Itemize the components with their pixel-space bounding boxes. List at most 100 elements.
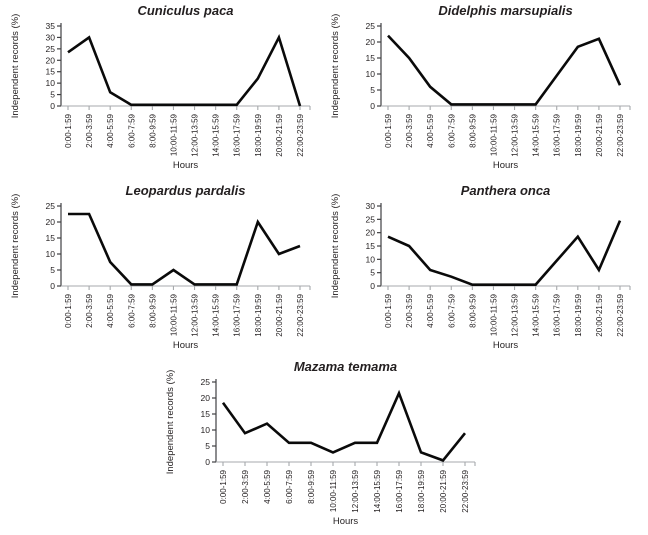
x-tick-label: 18:00-19:59 <box>254 293 263 336</box>
y-axis-title: Independent records (%) <box>10 14 21 119</box>
x-tick-label: 14:00-15:59 <box>212 113 221 156</box>
x-tick-label: 22:00-23:59 <box>461 469 470 512</box>
x-tick-label: 20:00-21:59 <box>275 293 284 336</box>
y-tick-label: 20 <box>201 393 211 403</box>
chart-title: Mazama temama <box>294 359 397 374</box>
x-tick-label: 2:00-3:59 <box>405 113 414 147</box>
y-ticks: 0 5 10 15 20 25 <box>46 201 61 291</box>
y-tick-label: 0 <box>205 457 210 467</box>
y-tick-label: 25 <box>366 21 376 31</box>
y-tick-label: 10 <box>46 78 56 88</box>
x-tick-label: 12:00-13:59 <box>511 113 520 156</box>
y-tick-label: 35 <box>46 21 56 31</box>
y-tick-label: 15 <box>366 53 376 63</box>
chart-canvas: Didelphis marsupialis Independent records… <box>330 3 631 171</box>
y-tick-label: 10 <box>366 254 376 264</box>
x-tick-label: 8:00-9:59 <box>307 469 316 503</box>
chart-didelphis-marsupialis: Didelphis marsupialis Independent records… <box>324 2 644 178</box>
x-tick-label: 22:00-23:59 <box>616 113 625 156</box>
x-tick-label: 6:00-7:59 <box>285 469 294 503</box>
x-ticks: 0:00-1:59 2:00-3:59 4:00-5:59 6:00-7:59 8:00… <box>64 286 305 337</box>
x-tick-label: 2:00-3:59 <box>405 293 414 327</box>
x-tick-label: 14:00-15:59 <box>373 469 382 512</box>
y-axis-title: Independent records (%) <box>165 370 176 475</box>
y-tick-label: 20 <box>46 55 56 65</box>
x-ticks: 0:00-1:59 2:00-3:59 4:00-5:59 6:00-7:59 8:00… <box>384 286 625 337</box>
x-ticks: 0:00-1:59 2:00-3:59 4:00-5:59 6:00-7:59 8:00… <box>384 106 625 157</box>
x-tick-label: 2:00-3:59 <box>241 469 250 503</box>
chart-canvas: Mazama temama Independent records (%) 0 5 10… <box>165 359 476 527</box>
y-tick-label: 10 <box>366 69 376 79</box>
x-tick-label: 0:00-1:59 <box>64 293 73 327</box>
x-tick-label: 0:00-1:59 <box>219 469 228 503</box>
x-tick-label: 4:00-5:59 <box>263 469 272 503</box>
data-line <box>67 33 302 107</box>
x-tick-label: 20:00-21:59 <box>439 469 448 512</box>
y-tick-label: 5 <box>205 441 210 451</box>
y-tick-label: 20 <box>46 217 56 227</box>
x-tick-label: 10:00-11:59 <box>489 293 498 336</box>
x-tick-label: 12:00-13:59 <box>191 113 200 156</box>
x-tick-label: 20:00-21:59 <box>595 293 604 336</box>
x-tick-label: 22:00-23:59 <box>616 293 625 336</box>
x-tick-label: 8:00-9:59 <box>468 293 477 327</box>
x-tick-label: 0:00-1:59 <box>64 113 73 147</box>
chart-cuniculus-paca: Cuniculus paca Independent records (%) 0 5 1… <box>4 2 324 178</box>
data-line <box>387 34 622 106</box>
y-tick-label: 20 <box>366 37 376 47</box>
x-tick-label: 10:00-11:59 <box>169 293 178 336</box>
x-ticks: 0:00-1:59 2:00-3:59 4:00-5:59 6:00-7:59 8:00… <box>219 462 470 513</box>
x-tick-label: 4:00-5:59 <box>426 293 435 327</box>
x-tick-label: 0:00-1:59 <box>384 293 393 327</box>
chart-mazama-temama: Mazama temama Independent records (%) 0 5 10… <box>159 358 489 534</box>
x-tick-label: 18:00-19:59 <box>574 113 583 156</box>
y-tick-label: 25 <box>46 44 56 54</box>
x-axis-title: Hours <box>493 160 519 171</box>
x-tick-label: 12:00-13:59 <box>351 469 360 512</box>
x-tick-label: 6:00-7:59 <box>447 113 456 147</box>
y-tick-label: 0 <box>50 101 55 111</box>
x-tick-label: 4:00-5:59 <box>106 113 115 147</box>
x-tick-label: 6:00-7:59 <box>127 113 136 147</box>
y-tick-label: 5 <box>50 265 55 275</box>
y-tick-label: 30 <box>46 32 56 42</box>
y-tick-label: 10 <box>46 249 56 259</box>
y-tick-label: 30 <box>366 201 376 211</box>
x-tick-label: 10:00-11:59 <box>169 113 178 156</box>
x-tick-label: 18:00-19:59 <box>574 293 583 336</box>
y-tick-label: 25 <box>46 201 56 211</box>
x-tick-label: 16:00-17:59 <box>553 113 562 156</box>
x-axis-title: Hours <box>173 160 199 171</box>
x-axis-title: Hours <box>333 516 359 527</box>
y-tick-label: 25 <box>201 377 211 387</box>
x-tick-label: 2:00-3:59 <box>85 293 94 327</box>
y-tick-label: 15 <box>201 409 211 419</box>
x-tick-label: 22:00-23:59 <box>296 113 305 156</box>
y-ticks: 0 5 10 15 20 25 <box>366 21 381 111</box>
y-tick-label: 15 <box>46 67 56 77</box>
x-tick-label: 16:00-17:59 <box>395 469 404 512</box>
y-tick-label: 0 <box>370 281 375 291</box>
data-line <box>387 220 622 286</box>
chart-title: Panthera onca <box>461 183 551 198</box>
y-tick-label: 15 <box>46 233 56 243</box>
chart-canvas: Leopardus pardalis Independent records (%… <box>10 183 311 351</box>
x-tick-label: 18:00-19:59 <box>417 469 426 512</box>
y-tick-label: 20 <box>366 228 376 238</box>
x-tick-label: 4:00-5:59 <box>106 293 115 327</box>
x-tick-label: 14:00-15:59 <box>532 113 541 156</box>
y-tick-label: 5 <box>370 268 375 278</box>
data-line <box>221 389 467 462</box>
x-tick-label: 6:00-7:59 <box>127 293 136 327</box>
x-ticks: 0:00-1:59 2:00-3:59 4:00-5:59 6:00-7:59 8:00… <box>64 106 305 157</box>
x-tick-label: 14:00-15:59 <box>532 293 541 336</box>
x-tick-label: 12:00-13:59 <box>191 293 200 336</box>
x-tick-label: 2:00-3:59 <box>85 113 94 147</box>
x-tick-label: 4:00-5:59 <box>426 113 435 147</box>
y-axis-title: Independent records (%) <box>330 14 341 119</box>
y-tick-label: 5 <box>50 90 55 100</box>
y-tick-label: 0 <box>370 101 375 111</box>
x-tick-label: 16:00-17:59 <box>233 113 242 156</box>
